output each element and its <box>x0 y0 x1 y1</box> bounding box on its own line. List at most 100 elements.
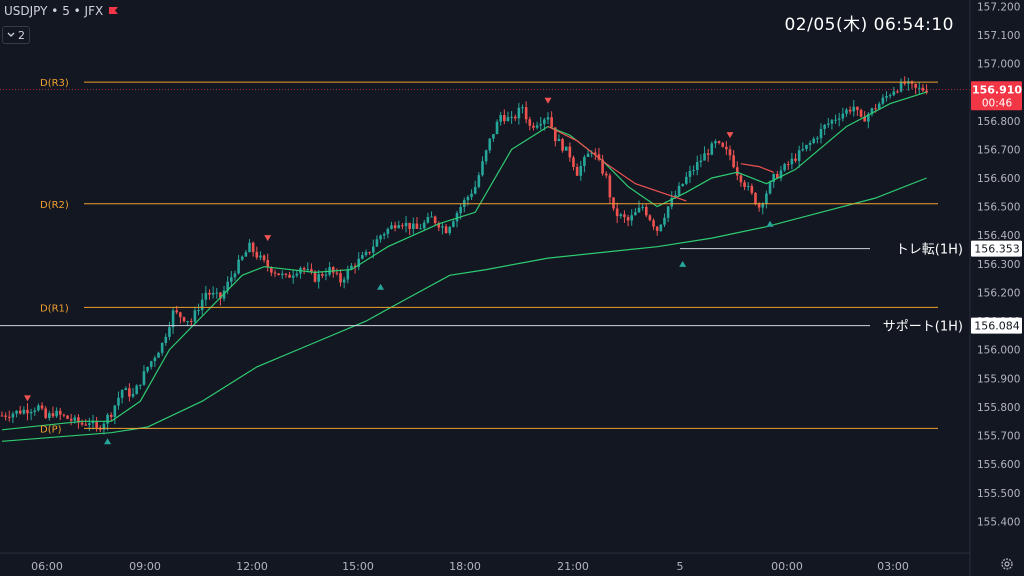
candle-body <box>513 116 517 119</box>
candle-body <box>779 170 783 179</box>
y-tick-label: 156.000 <box>977 345 1020 357</box>
candle-body <box>244 252 248 257</box>
candle-body <box>364 251 368 256</box>
candle-body <box>33 410 37 412</box>
candle-body <box>77 417 80 423</box>
candle-body <box>816 138 819 140</box>
candle-body <box>670 197 674 207</box>
candle-body <box>233 273 237 278</box>
candle-body <box>160 342 164 353</box>
candle-body <box>575 166 579 176</box>
candle-body <box>499 115 502 122</box>
candle-body <box>535 125 539 128</box>
candle-body <box>583 156 586 167</box>
candle-body <box>648 215 652 221</box>
pivot-label: D(R3) <box>40 78 69 89</box>
candle-body <box>688 170 692 177</box>
candle-body <box>615 208 619 217</box>
candle-body <box>481 161 484 176</box>
candle-body <box>26 409 29 414</box>
candle-body <box>728 149 732 156</box>
candle-body <box>819 128 823 139</box>
candle-body <box>230 277 233 282</box>
x-tick-label: 06:00 <box>31 560 63 573</box>
candle-body <box>495 121 499 135</box>
candle-body <box>528 119 532 126</box>
candle-body <box>604 173 608 176</box>
candle-body <box>189 321 193 323</box>
flag-icon[interactable] <box>108 6 119 17</box>
candle-body <box>379 235 382 240</box>
candle-body <box>503 115 506 122</box>
symbol-header[interactable]: USDJPY • 5 • JFX <box>4 4 119 18</box>
candles-layer <box>0 76 928 435</box>
candle-body <box>128 388 131 397</box>
candle-body <box>248 242 251 253</box>
candle-body <box>470 193 473 197</box>
candle-body <box>870 108 874 115</box>
candle-body <box>553 127 557 142</box>
candle-body <box>117 397 120 406</box>
candle-body <box>204 292 208 300</box>
candle-body <box>342 279 346 283</box>
moving-averages-layer <box>1 91 927 442</box>
candle-body <box>95 421 98 428</box>
candle-body <box>790 158 794 165</box>
candle-body <box>171 310 175 328</box>
candle-body <box>186 321 189 323</box>
candle-body <box>284 273 288 275</box>
candle-body <box>914 83 917 88</box>
candle-body <box>251 242 255 252</box>
levels-layer: D(R3) D(R2) D(R1) D(P) トレ転(1H) サポート(1H) <box>0 78 970 435</box>
candle-body <box>357 258 361 267</box>
candle-body <box>208 292 211 295</box>
candle-body <box>44 408 47 418</box>
candle-body <box>768 181 772 194</box>
candle-body <box>415 223 419 229</box>
candle-body <box>543 119 546 124</box>
candle-body <box>226 281 229 291</box>
candle-body <box>626 217 630 221</box>
candle-body <box>732 155 735 168</box>
candle-body <box>856 106 859 110</box>
candle-body <box>634 212 637 216</box>
y-tick-label: 155.400 <box>977 516 1020 528</box>
candle-body <box>623 214 626 218</box>
candle-body <box>153 357 157 362</box>
symbol-label[interactable]: USDJPY • 5 • JFX <box>4 4 104 18</box>
candle-body <box>69 418 73 421</box>
candle-body <box>371 246 375 253</box>
candle-body <box>776 173 779 179</box>
datetime-display: 02/05(木) 06:54:10 <box>784 15 954 35</box>
candle-body <box>408 222 411 229</box>
y-tick-label: 155.900 <box>977 373 1020 385</box>
candle-body <box>393 225 397 229</box>
chevron-down-icon <box>7 32 15 37</box>
candle-body <box>877 103 881 109</box>
candle-body <box>55 410 58 417</box>
candle-body <box>18 410 22 414</box>
candle-body <box>455 213 459 222</box>
candle-body <box>754 192 757 205</box>
candle-body <box>750 186 754 193</box>
candle-body <box>546 117 550 120</box>
y-tick-label: 156.600 <box>977 173 1020 185</box>
candle-body <box>572 157 575 167</box>
candle-body <box>703 153 706 161</box>
candle-body <box>579 166 583 176</box>
y-tick-label: 157.100 <box>977 30 1020 42</box>
candle-body <box>805 144 808 150</box>
candle-body <box>11 413 15 418</box>
candle-body <box>692 170 695 172</box>
pivot-label: D(P) <box>40 424 62 435</box>
candle-body <box>532 125 535 128</box>
candle-body <box>735 167 739 176</box>
candle-body <box>725 146 728 150</box>
candle-body <box>102 423 106 430</box>
candle-body <box>808 142 812 145</box>
gear-icon[interactable] <box>1000 557 1014 571</box>
indicators-toggle[interactable]: 2 <box>2 26 30 44</box>
candle-body <box>746 186 750 188</box>
